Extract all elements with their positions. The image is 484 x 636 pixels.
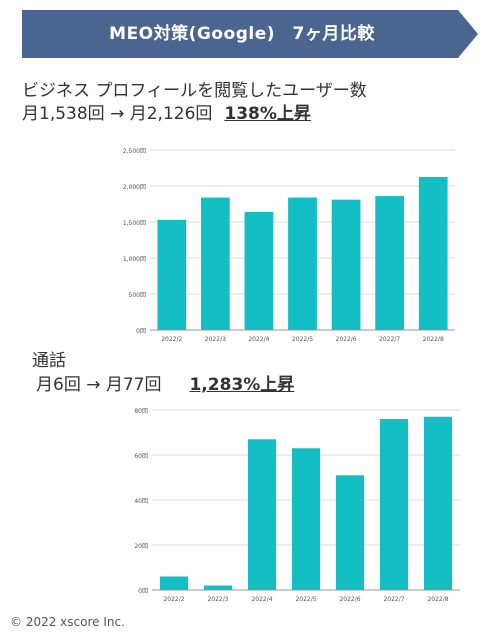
chart-calls-svg: 0回 20回 40回 60回 80回 2022/2 2022/3 2022/4 2022/5 20… [134,408,460,603]
section2-comparison: 月6回 → 月77回 [36,375,162,395]
y-tick-label: 500回 [129,292,146,299]
section1-comparison-line: 月1,538回 → 月2,126回 138%上昇 [22,99,311,124]
bar [291,448,321,590]
bar [157,219,187,330]
x-tick-label: 2022/2 [161,336,182,343]
x-tick-label: 2022/7 [379,336,400,343]
y-tick-label: 40回 [134,498,148,505]
x-tick-label: 2022/3 [207,596,228,603]
x-tick-label: 2022/2 [163,596,184,603]
copyright-text: © 2022 xscore Inc. [10,615,125,629]
section1-comparison: 月1,538回 → 月2,126回 [22,104,213,124]
x-tick-label: 2022/5 [292,336,313,343]
section2-comparison-line: 月6回 → 月77回 1,283%上昇 [36,370,294,395]
banner-arrow-shape [22,10,478,58]
bar [331,199,361,330]
bar [418,176,448,330]
banner-title: MEO対策(Google) 7ヶ月比較 [109,24,375,44]
bar [379,419,409,590]
x-tick-label: 2022/6 [339,596,360,603]
y-tick-label: 0回 [138,588,148,595]
y-tick-label: 2,000回 [123,184,146,191]
x-tick-label: 2022/7 [383,596,404,603]
x-tick-label: 2022/5 [295,596,316,603]
y-tick-label: 80回 [134,408,148,415]
bar [423,416,453,590]
bar [247,439,277,590]
section2-highlight: 1,283%上昇 [189,375,295,395]
x-tick-label: 2022/4 [251,596,272,603]
y-tick-label: 60回 [134,453,148,460]
bar [335,475,365,590]
x-tick-label: 2022/4 [248,336,269,343]
x-tick-label: 2022/8 [427,596,448,603]
section1-highlight: 138%上昇 [224,104,311,124]
bar [200,197,230,330]
bar [203,585,233,590]
y-tick-label: 1,500回 [123,220,146,227]
bar [244,211,274,330]
chart-profile-views: 0回 500回 1,000回 1,500回 2,000回 2,500回 2022/2 2022… [115,140,465,350]
bar [159,576,189,590]
section2-label: 通話 [32,351,66,371]
x-tick-label: 2022/6 [336,336,357,343]
x-tick-label: 2022/3 [205,336,226,343]
chart-profile-views-svg: 0回 500回 1,000回 1,500回 2,000回 2,500回 2022/2 2022… [123,148,455,343]
x-tick-label: 2022/8 [423,336,444,343]
y-tick-label: 1,000回 [123,256,146,263]
y-tick-label: 0回 [136,328,146,335]
y-tick-label: 2,500回 [123,148,146,155]
title-banner: MEO対策(Google) 7ヶ月比較 [22,10,478,58]
bar [375,196,405,330]
bar [288,197,317,330]
chart-calls: 0回 20回 40回 60回 80回 2022/2 2022/3 2022/4 2022/5 20… [130,400,470,610]
section1-label: ビジネス プロフィールを閲覧したユーザー数 [22,81,367,101]
y-tick-label: 20回 [134,543,148,550]
